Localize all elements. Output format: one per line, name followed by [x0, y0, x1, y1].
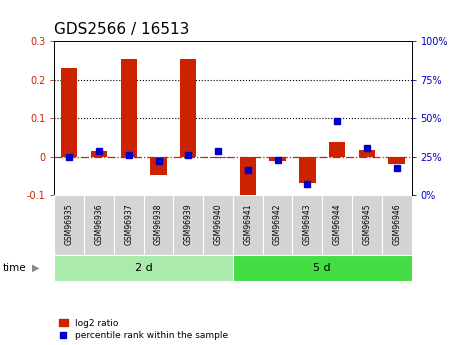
Text: ▶: ▶: [32, 263, 40, 273]
Text: GSM96938: GSM96938: [154, 203, 163, 245]
Text: GSM96939: GSM96939: [184, 203, 193, 245]
Text: GSM96940: GSM96940: [214, 203, 223, 245]
Text: time: time: [2, 263, 26, 273]
Text: GSM96936: GSM96936: [95, 203, 104, 245]
Bar: [210, 157, 226, 158]
Bar: [54, 195, 84, 255]
Text: 2 d: 2 d: [135, 263, 153, 273]
Text: GSM96944: GSM96944: [333, 203, 342, 245]
Bar: [150, 157, 167, 175]
Bar: [233, 255, 412, 281]
Bar: [121, 59, 137, 157]
Text: GSM96937: GSM96937: [124, 203, 133, 245]
Bar: [114, 195, 144, 255]
Bar: [180, 59, 196, 157]
Text: GSM96935: GSM96935: [65, 203, 74, 245]
Text: 5 d: 5 d: [314, 263, 331, 273]
Bar: [240, 157, 256, 201]
Bar: [263, 195, 292, 255]
Legend: log2 ratio, percentile rank within the sample: log2 ratio, percentile rank within the s…: [59, 319, 228, 341]
Bar: [329, 142, 345, 157]
Bar: [144, 195, 174, 255]
Text: GSM96941: GSM96941: [243, 203, 252, 245]
Bar: [174, 195, 203, 255]
Bar: [299, 157, 315, 184]
Text: GSM96946: GSM96946: [392, 203, 401, 245]
Text: GSM96943: GSM96943: [303, 203, 312, 245]
Bar: [359, 150, 375, 157]
Text: GDS2566 / 16513: GDS2566 / 16513: [54, 22, 190, 38]
Bar: [382, 195, 412, 255]
Bar: [84, 195, 114, 255]
Bar: [270, 157, 286, 161]
Bar: [61, 68, 78, 157]
Text: GSM96942: GSM96942: [273, 203, 282, 245]
Bar: [91, 151, 107, 157]
Text: GSM96945: GSM96945: [362, 203, 371, 245]
Bar: [233, 195, 263, 255]
Bar: [203, 195, 233, 255]
Bar: [322, 195, 352, 255]
Bar: [352, 195, 382, 255]
Bar: [54, 255, 233, 281]
Bar: [388, 157, 405, 164]
Bar: [292, 195, 322, 255]
